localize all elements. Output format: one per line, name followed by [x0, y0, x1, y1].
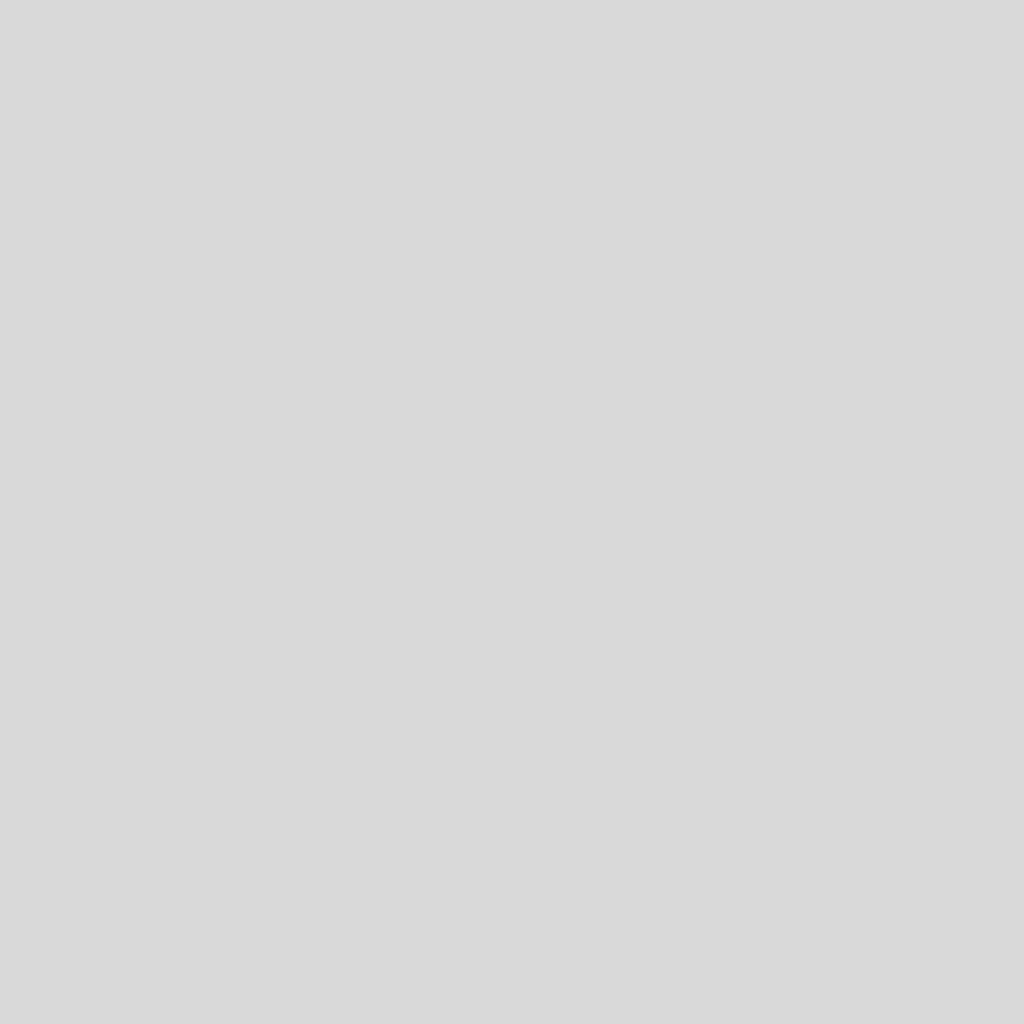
game-board — [0, 0, 1024, 1024]
